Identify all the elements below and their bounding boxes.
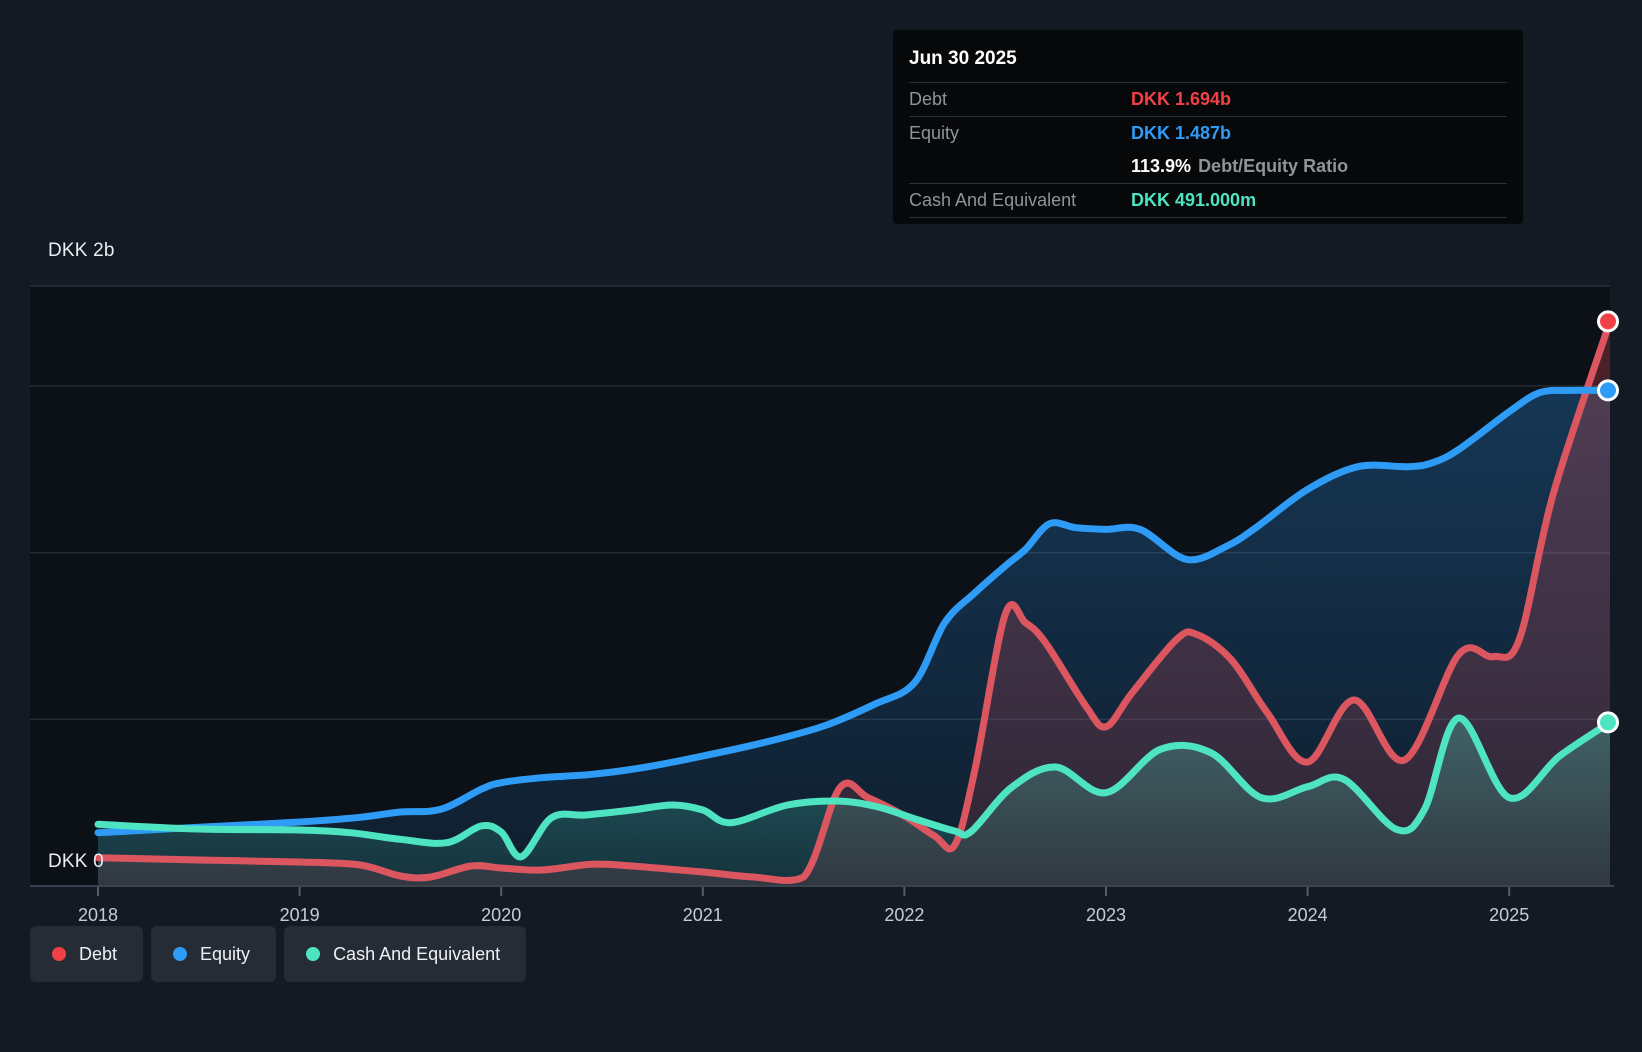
debt-endpoint-dot: [1597, 310, 1619, 333]
legend-debt-label: Debt: [79, 943, 118, 964]
tooltip-debt-label: Debt: [909, 89, 948, 109]
equity-endpoint-dot: [1597, 379, 1619, 402]
cash-and-equivalent-line: [94, 714, 1614, 861]
chart-legend: Debt Equity Cash And Equivalent: [30, 926, 527, 982]
debt-line: [94, 317, 1614, 885]
x-axis-label-2021: 2021: [682, 905, 723, 925]
x-axis-label-2019: 2019: [279, 905, 320, 925]
equity-series-dot-icon: [173, 947, 188, 961]
cash-and-equivalent-endpoint-dot: [1597, 711, 1619, 734]
tooltip-cash-value: DKK 491.000m: [1131, 190, 1257, 210]
tooltip-row-ratio: 113.9% Debt/Equity Ratio: [909, 150, 1507, 184]
legend-cash-label: Cash And Equivalent: [333, 943, 501, 964]
tooltip-debt-value: DKK 1.694b: [1131, 89, 1232, 109]
debt-area: [98, 321, 1610, 886]
debt-series-dot-icon: [52, 947, 66, 961]
y-axis-max-label: DKK 2b: [48, 240, 115, 261]
tooltip-equity-label: Equity: [909, 123, 960, 143]
tooltip-row-equity: Equity DKK 1.487b: [909, 117, 1507, 150]
tooltip-date: Jun 30 2025: [909, 40, 1507, 83]
x-axis-label-2020: 2020: [481, 905, 522, 925]
tooltip-row-cash: Cash And Equivalent DKK 491.000m: [909, 184, 1507, 218]
tooltip-row-debt: Debt DKK 1.694b: [909, 83, 1507, 117]
legend-item-cash[interactable]: Cash And Equivalent: [284, 926, 527, 982]
legend-equity-label: Equity: [200, 943, 251, 964]
legend-item-debt[interactable]: Debt: [30, 926, 144, 982]
x-axis-label-2022: 2022: [884, 905, 925, 925]
debt-equity-ratio-value: 113.9%: [1131, 156, 1192, 176]
x-axis-label-2024: 2024: [1287, 905, 1328, 925]
x-axis-label-2018: 2018: [77, 905, 119, 925]
tooltip-equity-value: DKK 1.487b: [1131, 123, 1232, 143]
cash-and-equivalent-area: [98, 717, 1610, 886]
x-axis-label-2023: 2023: [1085, 905, 1127, 925]
debt-equity-ratio-label: Debt/Equity Ratio: [1198, 156, 1349, 176]
legend-item-equity[interactable]: Equity: [151, 926, 277, 982]
tooltip-cash-label: Cash And Equivalent: [909, 190, 1077, 210]
equity-line: [94, 386, 1614, 837]
x-axis-label-2025: 2025: [1489, 905, 1530, 925]
y-axis-min-label: DKK 0: [48, 851, 104, 872]
chart-tooltip: Jun 30 2025 Debt DKK 1.694b Equity DKK 1…: [893, 30, 1523, 224]
cash-series-dot-icon: [306, 947, 321, 961]
